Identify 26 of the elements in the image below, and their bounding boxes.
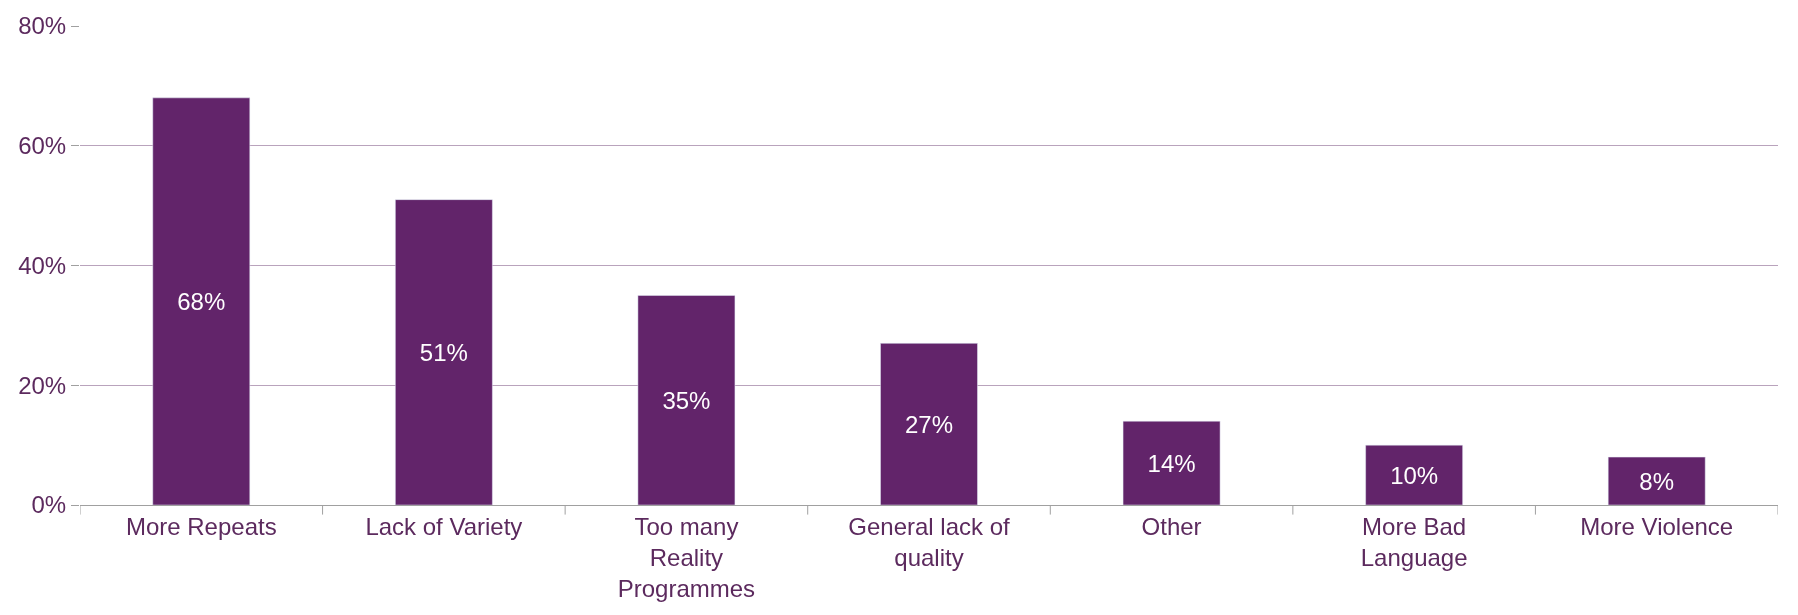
x-tick-label: More Violence [1580,512,1734,540]
y-tick-label: 0% [31,491,67,519]
bar [1365,444,1463,505]
x-tick-label: More Bad Language [1360,512,1468,571]
x-tick-label: Too many Reality Programmes [617,512,756,603]
y-tick-label: 20% [18,371,67,399]
bar [152,97,251,505]
data-label: 8% [1639,467,1675,495]
data-label: 14% [1147,449,1196,477]
data-label: 51% [419,338,468,366]
bar [395,199,493,505]
x-tick-label: General lack of quality [848,512,1011,571]
y-tick-label: 40% [18,251,67,279]
bar [1607,456,1706,505]
bar [1122,420,1221,505]
x-tick-label: Other [1141,512,1202,540]
data-label: 35% [662,386,711,414]
x-tick-label: Lack of Variety [365,512,523,540]
x-tick-label: More Repeats [125,512,277,540]
bar [637,295,736,505]
y-tick-label: 60% [18,132,67,160]
data-label: 68% [177,287,226,315]
data-label: 27% [904,410,954,438]
bar [880,343,978,505]
data-label: 10% [1390,461,1439,489]
y-tick-label: 80% [18,12,67,40]
